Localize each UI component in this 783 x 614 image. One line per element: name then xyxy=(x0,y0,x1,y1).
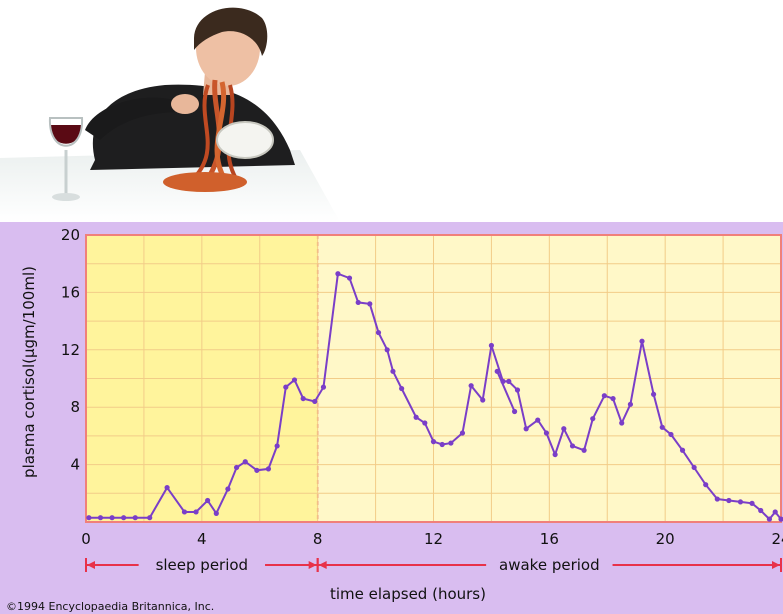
data-point xyxy=(569,443,576,449)
data-point xyxy=(283,384,289,390)
data-point xyxy=(355,299,361,306)
data-point xyxy=(121,515,127,521)
data-point xyxy=(737,499,744,505)
period-arrow-head xyxy=(772,561,780,569)
data-point xyxy=(459,430,466,436)
period-label: awake period xyxy=(499,556,600,574)
data-point xyxy=(367,301,373,307)
data-point xyxy=(233,464,240,471)
data-point xyxy=(494,368,500,374)
data-point xyxy=(164,484,170,491)
data-point xyxy=(346,275,353,281)
data-point xyxy=(439,441,445,448)
data-point xyxy=(468,383,474,389)
cortisol-chart-panel: 0 4 8 12 16 20 24 4 8 12 16 20 sleep period awake pe… xyxy=(0,222,783,614)
data-point xyxy=(659,424,665,430)
data-point xyxy=(132,515,138,521)
data-point xyxy=(590,416,596,422)
data-point xyxy=(97,515,104,521)
data-point xyxy=(511,408,518,415)
copyright-text: ©1994 Encyclopaedia Britannica, Inc. xyxy=(6,600,214,613)
data-point xyxy=(86,515,92,521)
data-point xyxy=(181,509,188,515)
data-point xyxy=(291,377,298,383)
data-point xyxy=(265,466,272,472)
data-point xyxy=(312,398,318,405)
data-point xyxy=(335,271,341,277)
data-point xyxy=(543,430,550,436)
data-point xyxy=(390,368,396,374)
plot-border xyxy=(85,234,782,523)
data-point xyxy=(650,391,657,397)
data-point xyxy=(422,420,428,426)
x-tick-label: 16 xyxy=(540,530,559,548)
data-point xyxy=(242,459,248,465)
data-point xyxy=(147,515,153,521)
data-point xyxy=(610,395,616,402)
man-eating-spaghetti-photo xyxy=(0,0,340,222)
data-point xyxy=(581,447,587,453)
data-point xyxy=(488,342,495,349)
x-axis-label: time elapsed (hours) xyxy=(330,585,486,603)
period-arrow-head xyxy=(87,561,95,569)
data-point xyxy=(448,440,454,446)
x-tick-label: 4 xyxy=(197,530,207,548)
data-point xyxy=(254,467,260,473)
x-tick-label: 0 xyxy=(81,530,91,548)
data-point xyxy=(679,447,686,453)
data-point xyxy=(193,509,199,515)
y-tick-label: 16 xyxy=(61,283,80,301)
series-line-1 xyxy=(496,370,516,412)
man-eating-spaghetti-icon xyxy=(0,7,340,222)
data-point xyxy=(506,378,512,384)
data-point xyxy=(375,329,382,336)
data-point xyxy=(213,510,219,516)
data-point xyxy=(691,464,697,471)
data-point xyxy=(399,385,405,392)
data-point xyxy=(552,451,558,458)
y-tick-label: 4 xyxy=(70,456,80,474)
data-point xyxy=(430,439,437,445)
data-point xyxy=(384,347,390,353)
data-point xyxy=(627,401,634,407)
data-point xyxy=(772,509,778,515)
data-point xyxy=(274,443,280,449)
data-point xyxy=(619,420,625,426)
data-point xyxy=(109,515,115,521)
data-point xyxy=(668,431,674,438)
data-point xyxy=(523,426,529,432)
data-point xyxy=(561,426,567,432)
period-arrow-head xyxy=(318,561,327,569)
data-point xyxy=(320,384,327,390)
data-point xyxy=(726,497,732,504)
y-tick-label: 20 xyxy=(61,226,80,244)
x-tick-label: 24 xyxy=(771,530,783,548)
data-point xyxy=(413,414,419,420)
data-point xyxy=(500,378,506,384)
period-label: sleep period xyxy=(156,556,249,574)
data-point xyxy=(514,387,521,393)
data-point xyxy=(639,338,645,344)
data-point xyxy=(766,516,773,522)
data-point xyxy=(300,395,306,402)
period-arrow-head xyxy=(308,561,317,569)
x-tick-label: 12 xyxy=(424,530,443,548)
data-point xyxy=(480,397,486,403)
y-axis-label: plasma cortisol(μgm/100ml) xyxy=(20,266,38,478)
y-tick-label: 8 xyxy=(70,398,80,416)
data-point xyxy=(778,516,783,522)
data-point xyxy=(714,496,720,502)
data-point xyxy=(225,486,231,492)
x-tick-label: 8 xyxy=(313,530,323,548)
data-point xyxy=(535,417,541,423)
cortisol-chart: 0 4 8 12 16 20 24 4 8 12 16 20 sleep period awake pe… xyxy=(6,226,783,613)
y-tick-label: 12 xyxy=(61,341,80,359)
data-point xyxy=(601,393,607,399)
data-point xyxy=(205,497,211,504)
data-point xyxy=(703,482,709,488)
x-tick-label: 20 xyxy=(656,530,675,548)
data-point xyxy=(758,507,764,514)
data-point xyxy=(749,500,755,506)
